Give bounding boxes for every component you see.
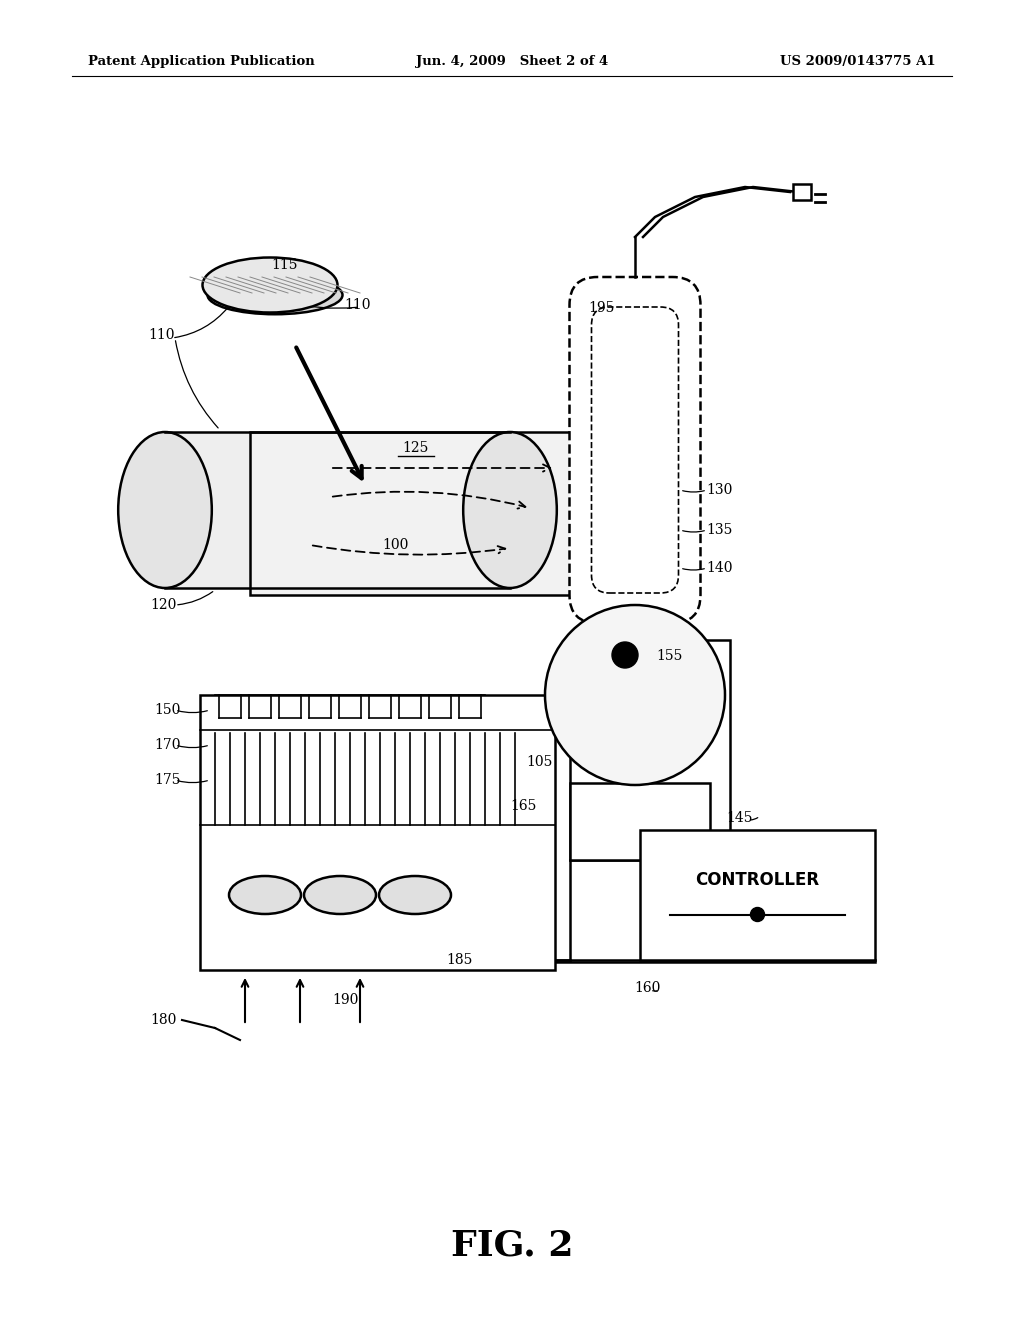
Bar [640, 830, 874, 960]
Ellipse shape [463, 432, 557, 587]
Circle shape [751, 908, 765, 921]
Text: 165: 165 [510, 799, 537, 813]
Ellipse shape [203, 257, 338, 313]
Ellipse shape [379, 876, 451, 913]
Text: 100: 100 [382, 539, 409, 552]
Text: 115: 115 [271, 257, 298, 272]
Circle shape [545, 605, 725, 785]
Text: 195: 195 [589, 301, 615, 315]
Text: 170: 170 [155, 738, 181, 752]
Text: 130: 130 [707, 483, 733, 498]
Ellipse shape [229, 876, 301, 913]
Text: Jun. 4, 2009   Sheet 2 of 4: Jun. 4, 2009 Sheet 2 of 4 [416, 55, 608, 69]
Text: CONTROLLER: CONTROLLER [695, 871, 819, 888]
Bar [793, 183, 811, 201]
Bar [570, 783, 710, 861]
Bar [165, 432, 510, 587]
Text: 140: 140 [707, 561, 733, 576]
Text: 175: 175 [155, 774, 181, 787]
FancyBboxPatch shape [569, 277, 700, 623]
Text: 125: 125 [402, 441, 429, 455]
Ellipse shape [118, 432, 212, 587]
Bar [250, 432, 660, 595]
Bar [570, 640, 730, 861]
Text: 190: 190 [332, 993, 358, 1007]
Text: 155: 155 [656, 649, 683, 663]
Text: 185: 185 [446, 953, 473, 968]
Text: 105: 105 [526, 755, 553, 770]
Bar [200, 696, 555, 970]
Text: 180: 180 [151, 1012, 177, 1027]
Text: 110: 110 [148, 327, 175, 342]
Text: 120: 120 [150, 598, 176, 612]
Ellipse shape [208, 276, 342, 314]
Text: 160: 160 [635, 981, 662, 995]
Text: 145: 145 [727, 810, 754, 825]
Text: FIG. 2: FIG. 2 [451, 1228, 573, 1262]
Text: US 2009/0143775 A1: US 2009/0143775 A1 [780, 55, 936, 69]
Text: 135: 135 [707, 523, 733, 537]
Text: Patent Application Publication: Patent Application Publication [88, 55, 314, 69]
Text: 110: 110 [345, 298, 372, 312]
Text: 150: 150 [155, 704, 181, 717]
Circle shape [612, 642, 638, 668]
Ellipse shape [304, 876, 376, 913]
